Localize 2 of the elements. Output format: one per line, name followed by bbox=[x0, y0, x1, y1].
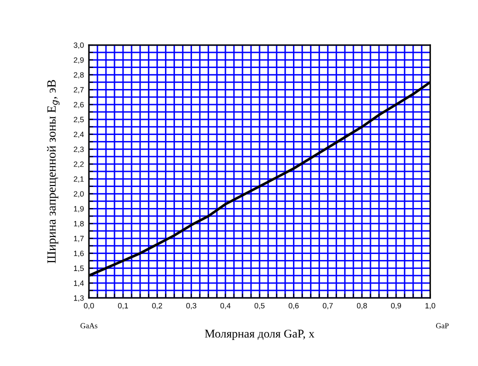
y-axis-title: Ширина запрещенной зоны E$_{g}$, эВ bbox=[47, 80, 60, 264]
x-axis-title: Молярная доля GaP, x bbox=[204, 330, 314, 340]
